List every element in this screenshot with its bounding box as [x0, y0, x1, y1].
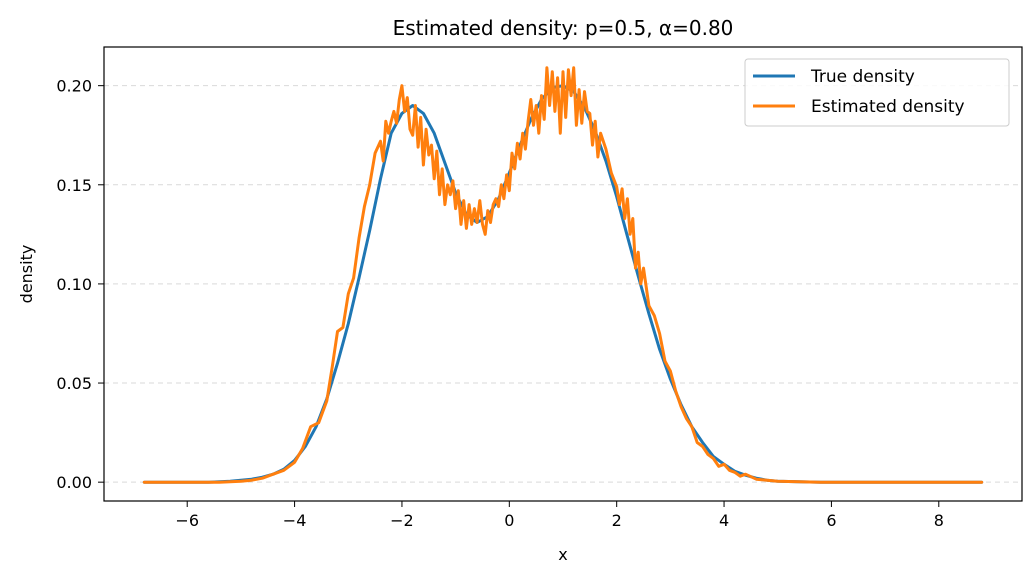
y-tick-label: 0.15 [56, 176, 92, 195]
y-tick-label: 0.00 [56, 473, 92, 492]
x-axis-label: x [558, 545, 567, 564]
plot-frame [103, 46, 1023, 502]
series-lines [142, 66, 984, 484]
x-tick-label: 8 [934, 511, 944, 530]
y-tick-label: 0.10 [56, 275, 92, 294]
y-tick-label: 0.05 [56, 374, 92, 393]
y-axis-label: density [17, 245, 36, 304]
x-tick-label: −2 [390, 511, 414, 530]
legend-label-estimated-density: Estimated density [811, 97, 965, 117]
chart-title: Estimated density: p=0.5, α=0.80 [393, 16, 734, 40]
legend-box [744, 58, 1010, 127]
legend-label-true-density: True density [810, 67, 915, 87]
grid-lines [104, 85, 1022, 483]
x-tick-label: −6 [175, 511, 199, 530]
x-axis-ticks: −6 −4 −2 0 2 4 6 8 [175, 501, 944, 530]
x-tick-label: 0 [504, 511, 514, 530]
x-tick-label: 4 [719, 511, 729, 530]
y-tick-label: 0.20 [56, 77, 92, 96]
x-tick-label: 2 [612, 511, 622, 530]
legend: True density Estimated density [744, 58, 1010, 127]
series-line-estimated-density [142, 66, 984, 484]
x-tick-label: 6 [826, 511, 836, 530]
x-tick-label: −4 [283, 511, 307, 530]
y-axis-ticks: 0.00 0.05 0.10 0.15 0.20 [56, 77, 104, 492]
